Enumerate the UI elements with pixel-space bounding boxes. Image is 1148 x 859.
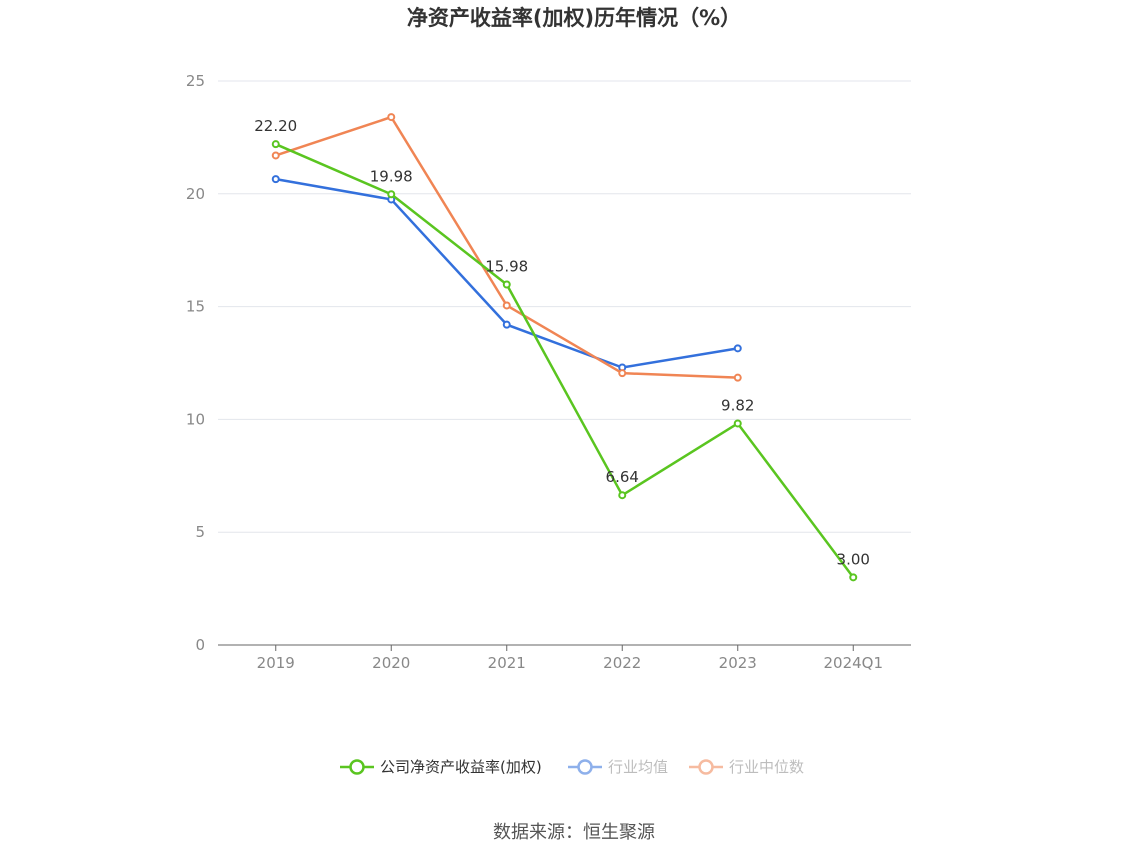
legend-item-1[interactable]: 行业均值 <box>568 758 668 776</box>
series-layer <box>271 113 858 582</box>
data-point <box>271 175 280 184</box>
data-point <box>387 190 396 199</box>
chart-title: 净资产收益率(加权)历年情况（%） <box>407 6 741 30</box>
data-point <box>502 301 511 310</box>
x-tick-label: 2022 <box>603 654 641 672</box>
x-tick-label: 2020 <box>372 654 410 672</box>
source-note: 数据来源：恒生聚源 <box>493 822 655 843</box>
x-axis: 2019 2020 2021 2022 2023 2024Q1 <box>218 644 911 672</box>
data-point <box>502 320 511 329</box>
y-tick-label: 15 <box>186 298 205 316</box>
y-tick-label: 25 <box>186 72 205 90</box>
legend-item-2[interactable]: 行业中位数 <box>689 758 804 776</box>
y-axis-ticks: 0 5 10 15 20 25 <box>186 72 205 654</box>
legend-label: 行业中位数 <box>729 758 804 776</box>
data-label: 15.98 <box>485 257 528 275</box>
y-tick-label: 5 <box>195 523 205 541</box>
data-point <box>849 573 858 582</box>
series-line-2 <box>275 115 738 379</box>
y-tick-label: 10 <box>186 410 205 428</box>
x-tick-label: 2021 <box>488 654 526 672</box>
data-point <box>733 373 742 382</box>
data-label: 22.20 <box>254 117 297 135</box>
grid <box>218 80 911 533</box>
legend-label: 公司净资产收益率(加权) <box>380 758 542 776</box>
legend-marker <box>698 759 714 775</box>
legend-marker <box>349 759 365 775</box>
data-label: 9.82 <box>721 396 754 414</box>
x-tick-label: 2024Q1 <box>823 654 883 672</box>
legend-item-0[interactable]: 公司净资产收益率(加权) <box>340 758 542 776</box>
data-point <box>733 344 742 353</box>
data-point <box>271 140 280 149</box>
series-line-0 <box>275 143 855 579</box>
data-label: 6.64 <box>606 468 639 486</box>
legend-label: 行业均值 <box>608 758 668 776</box>
legend-marker <box>577 759 593 775</box>
data-point <box>618 369 627 378</box>
y-tick-label: 20 <box>186 185 205 203</box>
data-labels: 22.20 19.98 15.98 6.64 9.82 3.00 <box>254 117 870 568</box>
x-tick-label: 2019 <box>257 654 295 672</box>
data-point <box>271 151 280 160</box>
data-point <box>502 280 511 289</box>
data-point <box>733 419 742 428</box>
data-label: 19.98 <box>370 167 413 185</box>
legend: 公司净资产收益率(加权) 行业均值 行业中位数 <box>340 758 804 776</box>
x-tick-label: 2023 <box>719 654 757 672</box>
data-label: 3.00 <box>837 550 870 568</box>
y-tick-label: 0 <box>195 636 205 654</box>
data-point <box>618 491 627 500</box>
data-point <box>387 113 396 122</box>
